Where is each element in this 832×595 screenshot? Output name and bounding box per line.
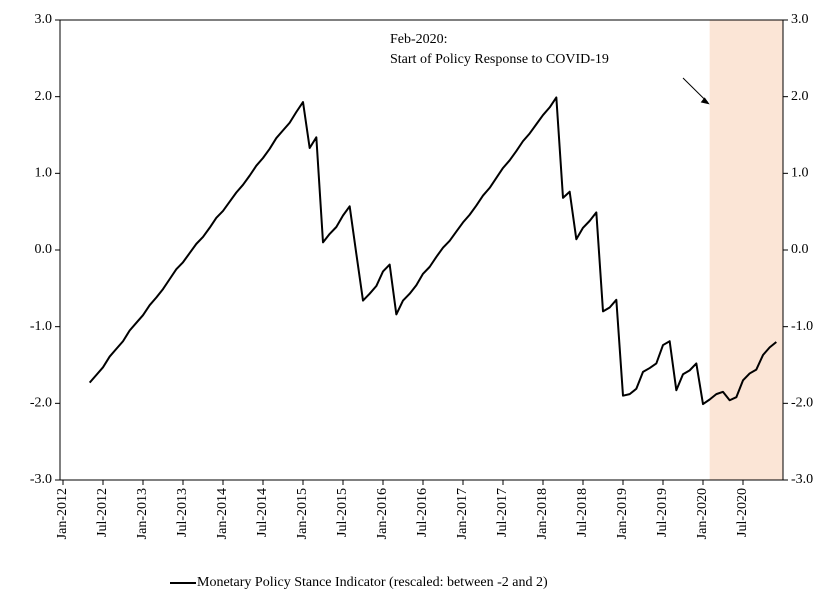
- annotation-text: Start of Policy Response to COVID-19: [390, 52, 609, 67]
- x-tick-label: Jul-2012: [95, 488, 110, 537]
- x-tick-label: Jul-2014: [255, 488, 270, 537]
- y-tick-label: 1.0: [35, 166, 53, 181]
- y2-tick-label: -2.0: [791, 396, 813, 411]
- x-tick-label: Jan-2016: [375, 488, 390, 539]
- x-tick-label: Jul-2016: [415, 488, 430, 537]
- x-tick-label: Jan-2013: [135, 488, 150, 539]
- x-tick-label: Jan-2019: [615, 488, 630, 539]
- x-tick-label: Jul-2013: [175, 488, 190, 537]
- x-tick-label: Jan-2017: [455, 488, 470, 539]
- y2-tick-label: 3.0: [791, 12, 809, 27]
- y2-tick-label: -1.0: [791, 319, 813, 334]
- annotation-arrowhead: [700, 97, 710, 105]
- annotation-text: Feb-2020:: [390, 32, 448, 47]
- y-tick-label: 2.0: [35, 89, 53, 104]
- x-tick-label: Jan-2015: [295, 488, 310, 539]
- y2-tick-label: 0.0: [791, 242, 809, 257]
- x-tick-label: Jan-2020: [695, 488, 710, 539]
- x-tick-label: Jul-2019: [655, 488, 670, 537]
- y-tick-label: 0.0: [35, 242, 53, 257]
- x-tick-label: Jul-2020: [735, 488, 750, 537]
- y-tick-label: -1.0: [30, 319, 52, 334]
- data-line: [88, 96, 777, 406]
- y-tick-label: -2.0: [30, 396, 52, 411]
- y2-tick-label: -3.0: [791, 472, 813, 487]
- x-tick-label: Jul-2015: [335, 488, 350, 537]
- y-tick-label: 3.0: [35, 12, 53, 27]
- plot-frame: [59, 19, 784, 481]
- legend-label: Monetary Policy Stance Indicator (rescal…: [197, 575, 548, 590]
- x-tick-label: Jul-2018: [575, 488, 590, 537]
- x-tick-label: Jan-2012: [55, 488, 70, 539]
- highlight-region: [709, 20, 783, 480]
- x-tick-label: Jul-2017: [495, 488, 510, 537]
- x-tick-label: Jan-2018: [535, 488, 550, 539]
- y2-tick-label: 2.0: [791, 89, 809, 104]
- y-tick-label: -3.0: [30, 472, 52, 487]
- y2-tick-label: 1.0: [791, 166, 809, 181]
- legend: Monetary Policy Stance Indicator (rescal…: [170, 575, 548, 590]
- x-tick-label: Jan-2014: [215, 488, 230, 539]
- annotation-arrow: [682, 77, 709, 103]
